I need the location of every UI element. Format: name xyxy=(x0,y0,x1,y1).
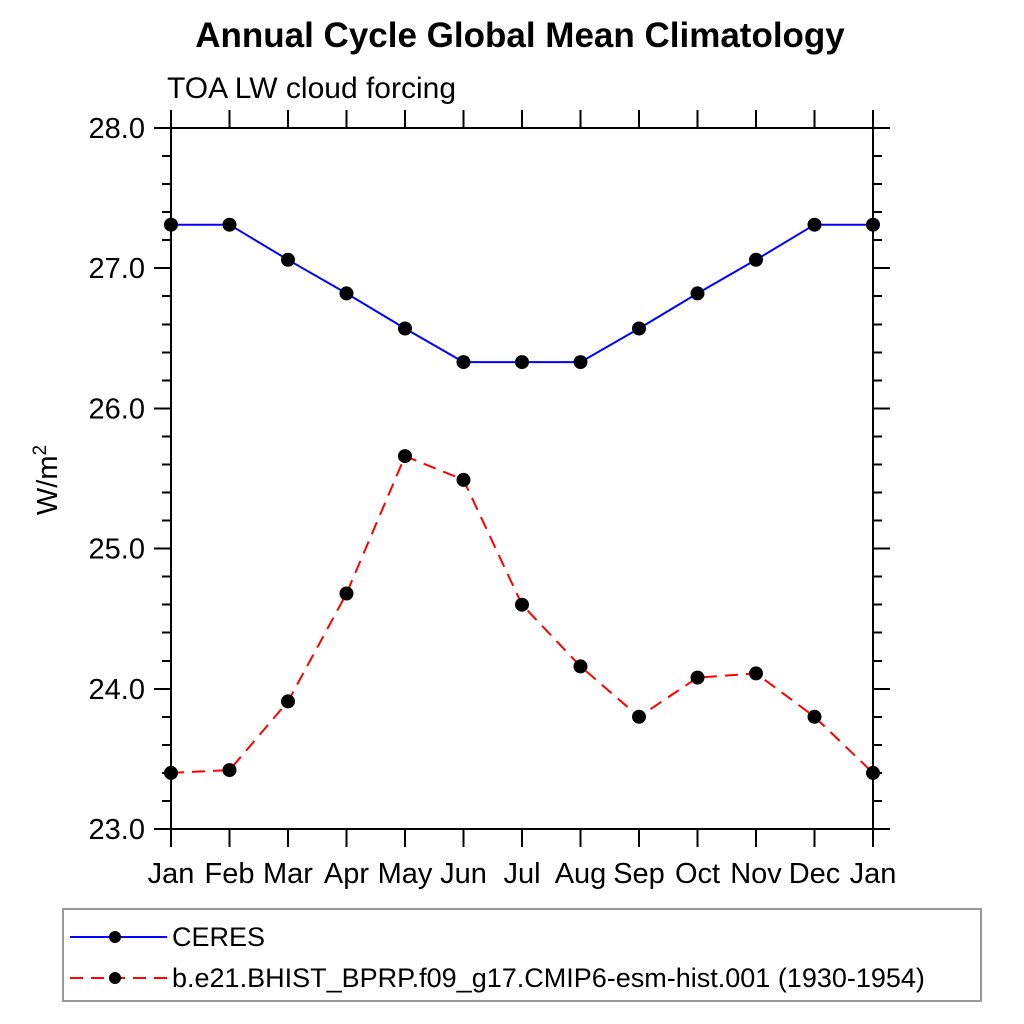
data-point-marker-model xyxy=(866,765,880,780)
legend-label-model: b.e21.BHIST_BPRP.f09_g17.CMIP6-esm-hist.… xyxy=(172,963,925,993)
y-tick-label: 28.0 xyxy=(89,113,145,145)
data-point-marker-ceres xyxy=(398,321,412,336)
y-tick-label: 26.0 xyxy=(89,393,145,425)
ceres-marker-icon xyxy=(109,931,121,943)
x-tick-label: Jul xyxy=(503,858,540,890)
data-point-marker-ceres xyxy=(456,355,471,370)
y-axis-label-superscript: 2 xyxy=(30,445,51,456)
data-point-marker-ceres xyxy=(164,217,178,232)
x-tick-label: Apr xyxy=(324,858,369,890)
data-point-marker-model xyxy=(456,472,471,487)
x-tick-label: Dec xyxy=(789,858,841,890)
model-marker-icon xyxy=(109,972,121,984)
data-point-marker-model xyxy=(281,694,295,709)
legend: CERES b.e21.BHIST_BPRP.f09_g17.CMIP6-esm… xyxy=(62,908,982,1002)
data-point-marker-model xyxy=(222,763,237,778)
plot-frame xyxy=(170,127,874,830)
legend-item-ceres: CERES xyxy=(64,917,980,957)
data-point-marker-ceres xyxy=(281,252,295,267)
x-tick-label: Jun xyxy=(440,858,487,890)
y-tick-label: 23.0 xyxy=(89,814,145,846)
y-tick-label: 27.0 xyxy=(89,253,145,285)
chart-title: Annual Cycle Global Mean Climatology xyxy=(195,16,845,55)
data-point-marker-ceres xyxy=(515,355,529,370)
data-point-marker-ceres xyxy=(690,286,705,301)
x-tick-label: Aug xyxy=(555,858,607,890)
data-point-marker-model xyxy=(632,709,646,724)
x-tick-label: Sep xyxy=(613,858,665,890)
data-point-marker-model xyxy=(749,666,763,681)
x-tick-label: Feb xyxy=(205,858,255,890)
series-line-model xyxy=(170,454,874,774)
data-point-marker-model xyxy=(515,597,529,612)
data-point-marker-ceres xyxy=(339,286,354,301)
x-tick-label: Mar xyxy=(263,858,313,890)
data-point-marker-model xyxy=(339,586,354,601)
y-tick-label: 24.0 xyxy=(89,674,145,706)
data-point-marker-model xyxy=(398,449,412,464)
legend-sample-ceres xyxy=(64,917,167,957)
data-point-marker-model xyxy=(807,709,822,724)
y-axis-label: W/m2 xyxy=(30,445,64,515)
x-tick-label: Oct xyxy=(675,858,720,890)
legend-label-ceres: CERES xyxy=(172,922,266,952)
data-point-marker-ceres xyxy=(866,217,880,232)
series-line-ceres xyxy=(171,223,873,364)
data-point-marker-model xyxy=(164,765,178,780)
x-tick-label: Jan xyxy=(850,858,897,890)
data-point-marker-model xyxy=(690,670,705,685)
x-tick-label: Jan xyxy=(148,858,195,890)
y-tick-label: 25.0 xyxy=(89,534,145,566)
data-point-marker-ceres xyxy=(573,355,588,370)
data-point-marker-model xyxy=(573,659,588,674)
legend-item-model: b.e21.BHIST_BPRP.f09_g17.CMIP6-esm-hist.… xyxy=(64,958,980,998)
data-point-marker-ceres xyxy=(807,217,822,232)
x-tick-label: May xyxy=(378,858,433,890)
chart-subtitle: TOA LW cloud forcing xyxy=(167,72,456,105)
legend-sample-model xyxy=(64,958,167,998)
data-point-marker-ceres xyxy=(222,217,237,232)
data-point-marker-ceres xyxy=(749,252,763,267)
data-point-marker-ceres xyxy=(632,321,646,336)
x-tick-label: Nov xyxy=(730,858,782,890)
